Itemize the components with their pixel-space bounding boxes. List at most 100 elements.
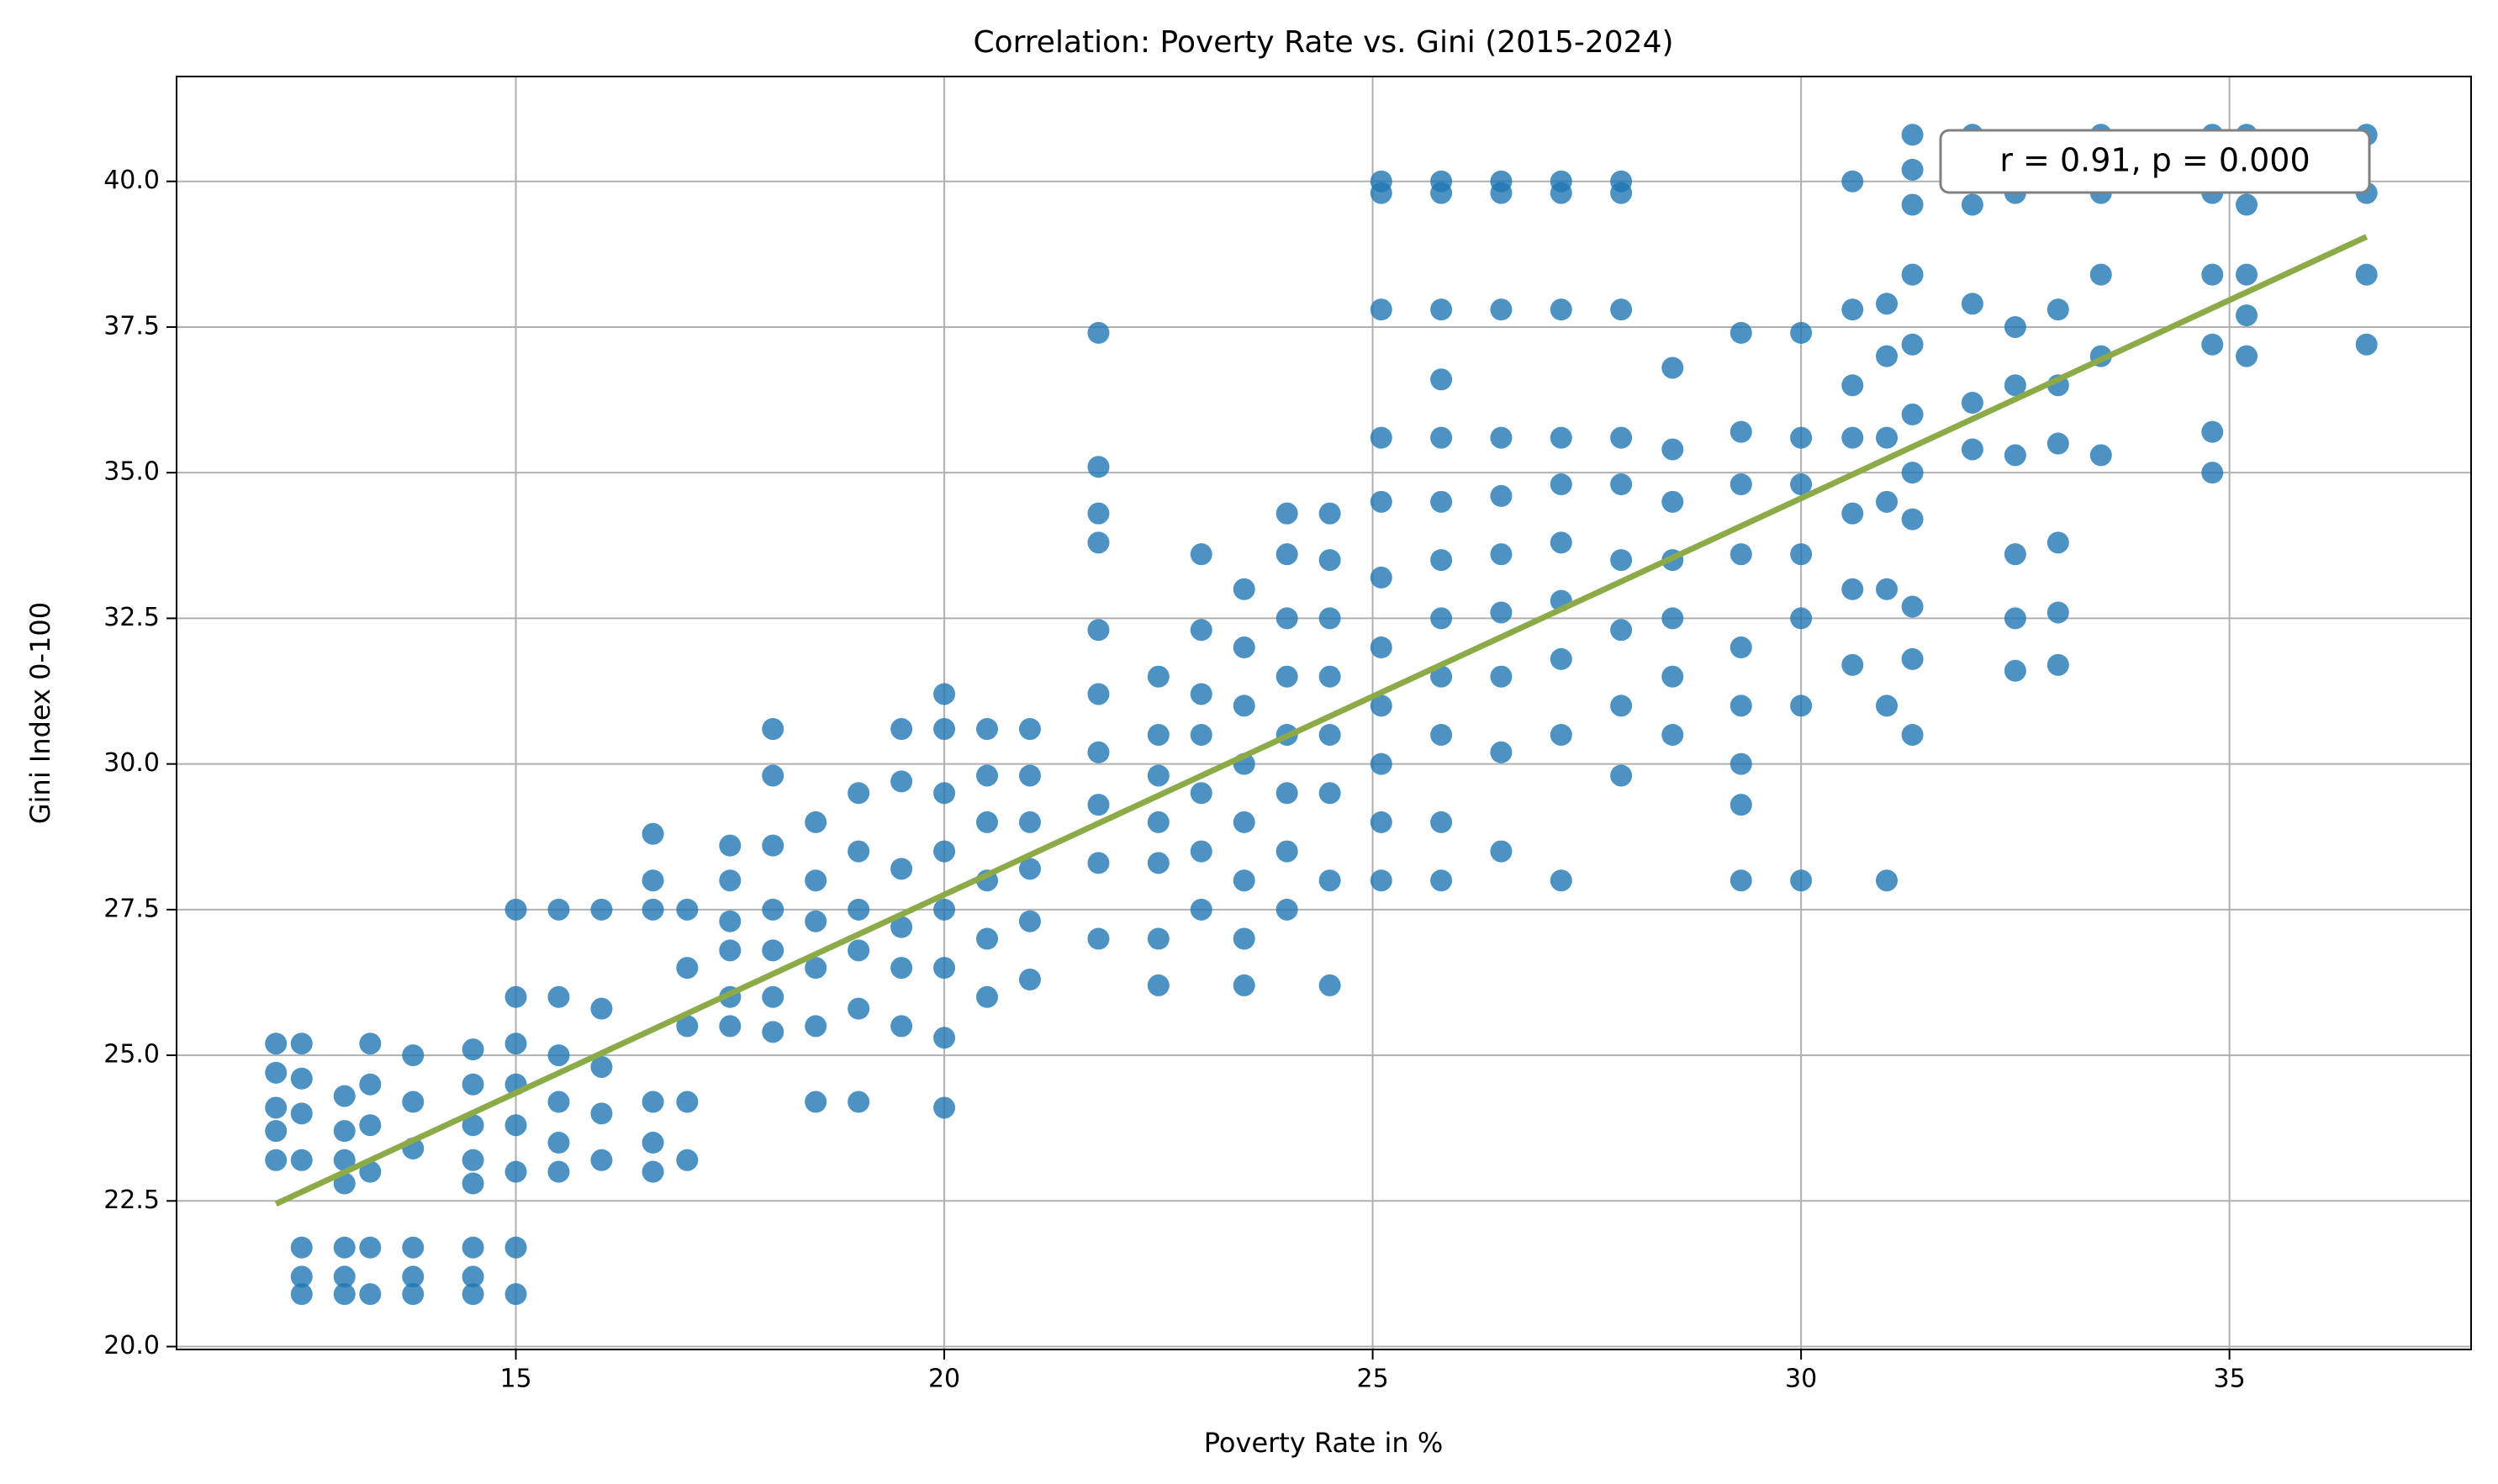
- point: [402, 1044, 425, 1067]
- point: [933, 782, 956, 805]
- y-tick-label: 27.5: [103, 894, 160, 923]
- point: [2355, 263, 2378, 286]
- point: [933, 1096, 956, 1119]
- point: [547, 1160, 570, 1183]
- point: [762, 764, 784, 787]
- point: [1790, 473, 1813, 496]
- point: [1087, 852, 1110, 874]
- x-tick-label: 30: [1785, 1365, 1817, 1394]
- point: [359, 1114, 382, 1137]
- point: [762, 985, 784, 1008]
- point: [1550, 182, 1572, 204]
- point: [1430, 665, 1453, 688]
- point: [1490, 298, 1513, 321]
- grid: [177, 77, 2471, 1349]
- point: [462, 1073, 484, 1096]
- point: [805, 811, 827, 833]
- point: [1610, 426, 1633, 449]
- point: [976, 985, 999, 1008]
- point: [2201, 263, 2224, 286]
- point: [1490, 182, 1513, 204]
- point: [290, 1032, 313, 1055]
- plot-frame: [176, 76, 2472, 1350]
- point: [1430, 549, 1453, 572]
- point: [1730, 794, 1752, 816]
- y-tick-label: 22.5: [103, 1186, 160, 1215]
- point: [1275, 502, 1298, 525]
- point: [890, 1015, 913, 1038]
- point: [676, 1091, 699, 1113]
- point: [1876, 345, 1899, 367]
- point: [1018, 858, 1041, 880]
- point: [462, 1172, 484, 1195]
- point: [1550, 298, 1572, 321]
- point: [1901, 403, 1924, 425]
- y-tick-label: 32.5: [103, 603, 160, 632]
- point: [1730, 753, 1752, 775]
- point: [2236, 304, 2258, 327]
- point: [1610, 694, 1633, 717]
- point: [1430, 869, 1453, 892]
- trend-line: [274, 234, 2369, 1207]
- point: [1550, 647, 1572, 670]
- point: [2236, 193, 2258, 216]
- point: [890, 916, 913, 938]
- point: [290, 1149, 313, 1171]
- point: [2236, 345, 2258, 367]
- y-tick-label: 30.0: [103, 748, 160, 778]
- x-axis-label: Poverty Rate in %: [1204, 1427, 1443, 1459]
- point: [1018, 811, 1041, 833]
- point: [1087, 683, 1110, 705]
- point: [1318, 502, 1341, 525]
- point: [1430, 490, 1453, 513]
- point: [976, 764, 999, 787]
- point: [642, 1132, 664, 1154]
- point: [890, 957, 913, 980]
- point: [402, 1283, 425, 1306]
- point: [1661, 490, 1684, 513]
- point: [590, 1055, 613, 1078]
- point: [1550, 473, 1572, 496]
- point: [402, 1265, 425, 1288]
- point: [1087, 741, 1110, 763]
- point: [890, 718, 913, 741]
- point: [1661, 356, 1684, 379]
- point: [1190, 840, 1212, 863]
- point: [933, 840, 956, 863]
- point: [805, 957, 827, 980]
- annotation: r = 0.91, p = 0.000: [1999, 142, 2310, 179]
- y-axis-label: Gini Index 0-100: [24, 602, 56, 824]
- point: [1841, 502, 1864, 525]
- point: [1550, 869, 1572, 892]
- chart-title: Correlation: Poverty Rate vs. Gini (2015…: [973, 25, 1673, 60]
- point: [762, 1021, 784, 1043]
- point: [1490, 543, 1513, 566]
- marks: [265, 124, 2378, 1306]
- point: [762, 718, 784, 741]
- point: [1661, 665, 1684, 688]
- point: [2089, 263, 2112, 286]
- point: [1233, 927, 1255, 950]
- point: [1730, 694, 1752, 717]
- point: [1370, 182, 1392, 204]
- point: [848, 840, 870, 863]
- point: [676, 1015, 699, 1038]
- point: [762, 898, 784, 921]
- point: [1661, 438, 1684, 461]
- point: [1430, 811, 1453, 833]
- point: [1275, 665, 1298, 688]
- point: [333, 1265, 356, 1288]
- point: [1550, 426, 1572, 449]
- point: [359, 1073, 382, 1096]
- point: [1901, 333, 1924, 356]
- point: [1087, 502, 1110, 525]
- point: [1610, 473, 1633, 496]
- point: [2046, 298, 2069, 321]
- point: [1901, 193, 1924, 216]
- point: [2201, 462, 2224, 484]
- x-tick-label: 15: [499, 1365, 531, 1394]
- point: [1190, 782, 1212, 805]
- point: [1190, 898, 1212, 921]
- point: [1730, 543, 1752, 566]
- point: [1233, 694, 1255, 717]
